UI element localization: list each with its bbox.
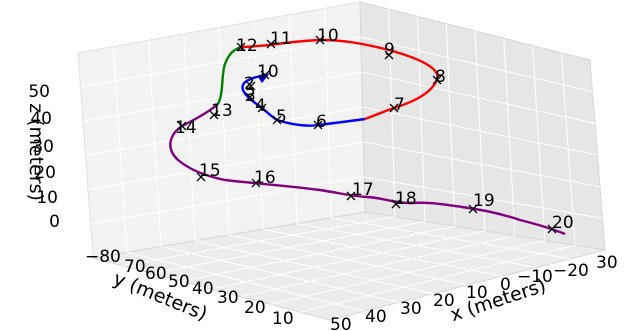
waypoint-label: 20	[552, 213, 574, 233]
waypoint-marker	[313, 120, 323, 130]
waypoint-label: 16	[254, 168, 276, 188]
waypoint-marker	[196, 172, 206, 182]
grid-line	[87, 141, 364, 191]
waypoint-marker	[236, 42, 246, 52]
y-tick-label: −80	[85, 247, 121, 267]
waypoint-marker	[315, 35, 325, 45]
x-tick-labels: 50 40 30 20 10 0 −10 −20 30	[330, 253, 618, 331]
grid-line	[362, 106, 598, 156]
y-tick-label: 40	[192, 279, 214, 299]
y-tick-label: 30	[217, 288, 239, 308]
waypoint-marker	[391, 199, 401, 209]
x-tick-label: 50	[330, 315, 352, 331]
grid-line	[360, 36, 593, 93]
waypoint-label: 5	[276, 107, 287, 127]
z-tick-label: 0	[49, 212, 60, 232]
y-tick-label: 50	[168, 272, 190, 292]
waypoint-label: 10	[257, 62, 279, 82]
waypoint-label: 11	[270, 29, 292, 49]
waypoint-label: 14	[175, 118, 197, 138]
z-tick-label: 20	[34, 163, 56, 183]
x-tick-label: 20	[433, 291, 455, 311]
trajectory-segment	[169, 103, 566, 236]
waypoint-label: 8	[435, 67, 446, 87]
waypoint-marker	[389, 103, 399, 113]
grid-line	[363, 141, 601, 188]
waypoint-marker	[260, 70, 270, 80]
waypoint-marker	[245, 92, 255, 102]
grid-line	[361, 71, 596, 124]
waypoint-marker	[346, 191, 356, 201]
waypoint-marker	[257, 103, 267, 113]
x-tick-label: 10	[466, 283, 488, 303]
x-tick-label: −20	[553, 261, 589, 281]
waypoint-label: 18	[395, 189, 417, 209]
waypoint-markers	[177, 35, 557, 234]
waypoint-marker	[177, 121, 187, 131]
grid-line	[330, 217, 571, 260]
floor-pane	[92, 211, 606, 321]
waypoint-label: 19	[473, 191, 495, 211]
x-tick-label: 30	[596, 253, 618, 273]
waypoint-label: 12	[236, 36, 258, 56]
grid-line	[85, 106, 363, 156]
waypoint-marker	[384, 50, 394, 60]
y-tick-labels: −80 70 60 50 40 30 20 10	[85, 247, 294, 329]
grid-line	[90, 176, 365, 225]
waypoint-marker	[468, 204, 478, 214]
waypoint-label: 6	[316, 112, 327, 132]
grid-line	[211, 230, 486, 290]
z-axis-label: z (meters)	[25, 103, 47, 201]
grid-line	[300, 244, 576, 313]
waypoint-label: 17	[352, 180, 374, 200]
grid-line	[262, 228, 502, 277]
trajectory-segment	[216, 45, 242, 105]
z-tick-label: 40	[30, 109, 52, 129]
y-tick-label: 10	[272, 309, 294, 329]
waypoint-marker	[547, 224, 557, 234]
z-tick-labels: 50 40 30 20 10 0	[28, 82, 60, 232]
grid-line	[270, 240, 546, 305]
y-tick-label: 60	[145, 264, 167, 284]
waypoint-marker	[266, 39, 276, 49]
waypoint-label: 2	[244, 74, 255, 94]
waypoint-label: 7	[394, 95, 405, 115]
waypoint-label: 13	[211, 101, 233, 121]
x-tick-label: 40	[365, 307, 387, 327]
waypoint-label: 15	[199, 161, 221, 181]
grid-line	[241, 235, 516, 298]
grid-lines	[80, 8, 603, 313]
waypoint-label: 3	[245, 86, 256, 106]
waypoint-label: 4	[255, 96, 266, 116]
waypoint-marker	[432, 75, 442, 85]
z-tick-label: 10	[36, 188, 58, 208]
grid-line	[82, 71, 362, 122]
grid-line	[364, 176, 603, 219]
grid-line	[80, 36, 361, 88]
waypoint-marker	[272, 115, 282, 125]
z-tick-label: 30	[32, 137, 54, 157]
waypoint-marker	[209, 110, 219, 120]
x-tick-label: −10	[517, 267, 553, 287]
waypoint-marker	[251, 178, 261, 188]
waypoint-label: 10	[317, 26, 339, 46]
direction-arrow	[258, 73, 270, 83]
y-tick-label: 20	[244, 298, 266, 318]
y-tick-label: 70	[124, 257, 146, 277]
waypoint-label: 9	[384, 40, 395, 60]
waypoint-marker	[246, 81, 256, 91]
grid-line	[296, 223, 537, 268]
z-tick-label: 50	[28, 82, 50, 102]
trajectory-segment	[241, 73, 366, 127]
x-tick-label: 30	[400, 299, 422, 319]
x-tick-label: 0	[500, 275, 511, 295]
